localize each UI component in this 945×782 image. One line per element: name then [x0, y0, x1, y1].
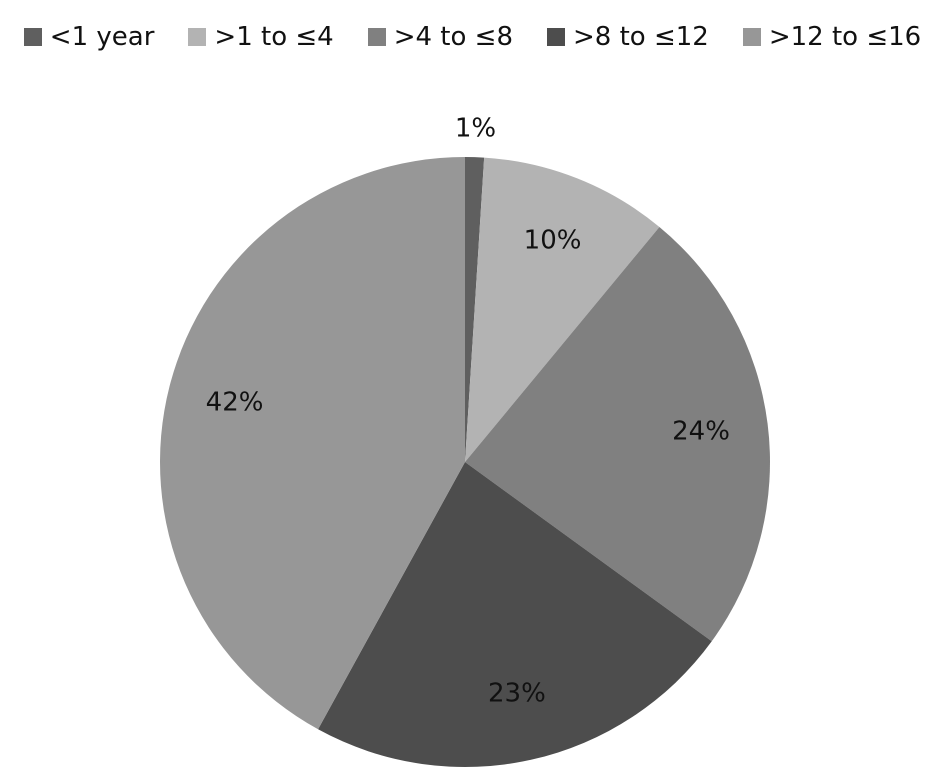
pie-slice: [465, 226, 770, 642]
legend-label: >4 to ≤8: [393, 22, 513, 52]
legend-label: >8 to ≤12: [573, 22, 709, 52]
legend-swatch: [547, 28, 565, 46]
data-label: 1%: [455, 114, 496, 144]
pie-slice: [159, 157, 465, 730]
legend-item: >4 to ≤8: [367, 22, 513, 52]
pie-slice: [465, 157, 485, 462]
legend-label: >12 to ≤16: [768, 22, 922, 52]
pie-slice: [465, 157, 660, 462]
legend-swatch: [188, 28, 207, 46]
legend-item: <1 year: [23, 22, 155, 52]
legend-item: >12 to ≤16: [742, 22, 922, 52]
legend-item: >1 to ≤4: [188, 22, 334, 52]
legend-swatch: [23, 28, 42, 46]
legend-label: <1 year: [49, 22, 155, 52]
legend-label: >1 to ≤4: [214, 22, 334, 52]
legend-swatch: [367, 28, 386, 46]
data-label: 24%: [672, 417, 730, 447]
data-label: 42%: [206, 387, 264, 417]
legend: <1 year >1 to ≤4 >4 to ≤8 >8 to ≤12 >12 to ≤…: [0, 22, 945, 52]
legend-swatch: [742, 28, 761, 46]
data-label: 23%: [488, 679, 546, 709]
data-label: 10%: [524, 225, 582, 255]
legend-item: >8 to ≤12: [547, 22, 709, 52]
pie-slice: [318, 462, 712, 767]
